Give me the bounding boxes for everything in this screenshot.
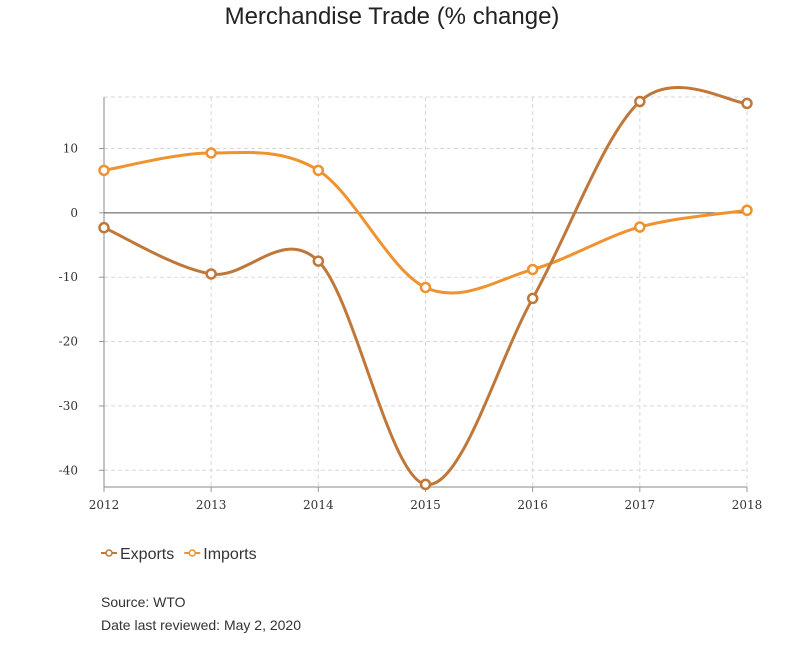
y-tick-label: -30 bbox=[59, 399, 78, 413]
x-tick-label: 2018 bbox=[732, 498, 763, 512]
chart-title: Merchandise Trade (% change) bbox=[225, 3, 560, 30]
imports-point[interactable] bbox=[419, 281, 432, 294]
legend-item-imports[interactable]: Imports bbox=[184, 546, 257, 563]
legend-label-exports: Exports bbox=[120, 546, 174, 563]
series-layer bbox=[98, 85, 753, 491]
y-tick-label: -20 bbox=[59, 335, 78, 349]
y-tick-label: -40 bbox=[59, 463, 78, 477]
x-tick-label: 2017 bbox=[625, 498, 656, 512]
exports-point[interactable] bbox=[419, 478, 432, 491]
legend[interactable]: Exports Imports bbox=[101, 546, 257, 563]
axes bbox=[99, 97, 748, 492]
exports-point[interactable] bbox=[205, 268, 217, 280]
y-tick-label: 10 bbox=[63, 141, 78, 155]
exports-point[interactable] bbox=[741, 97, 753, 110]
y-tick-label: -10 bbox=[59, 270, 78, 284]
y-tick-label: 0 bbox=[70, 206, 78, 220]
exports-point[interactable] bbox=[526, 292, 539, 305]
exports-point[interactable] bbox=[634, 95, 646, 108]
x-tick-label: 2016 bbox=[517, 498, 548, 512]
x-tick-label: 2013 bbox=[196, 498, 227, 512]
imports-point[interactable] bbox=[98, 164, 110, 177]
imports-point[interactable] bbox=[634, 221, 646, 233]
x-tick-label: 2012 bbox=[89, 498, 120, 512]
imports-point[interactable] bbox=[526, 263, 539, 276]
date-reviewed-note: Date last reviewed: May 2, 2020 bbox=[101, 617, 301, 633]
imports-point[interactable] bbox=[205, 147, 217, 159]
imports-point[interactable] bbox=[312, 164, 325, 177]
x-axis-ticks: 2012 2013 2014 2015 2016 2017 2018 bbox=[89, 498, 763, 512]
y-axis-ticks: 10 0 -10 -20 -30 -40 bbox=[59, 141, 78, 477]
imports-point[interactable] bbox=[741, 204, 753, 217]
legend-item-exports[interactable]: Exports bbox=[101, 546, 174, 563]
x-tick-label: 2015 bbox=[410, 498, 441, 512]
exports-point[interactable] bbox=[312, 255, 325, 267]
exports-point[interactable] bbox=[98, 221, 110, 234]
source-note: Source: WTO bbox=[101, 594, 186, 610]
x-tick-label: 2014 bbox=[303, 498, 334, 512]
legend-marker-exports bbox=[105, 549, 113, 557]
legend-marker-imports bbox=[188, 549, 196, 557]
legend-label-imports: Imports bbox=[203, 546, 256, 563]
